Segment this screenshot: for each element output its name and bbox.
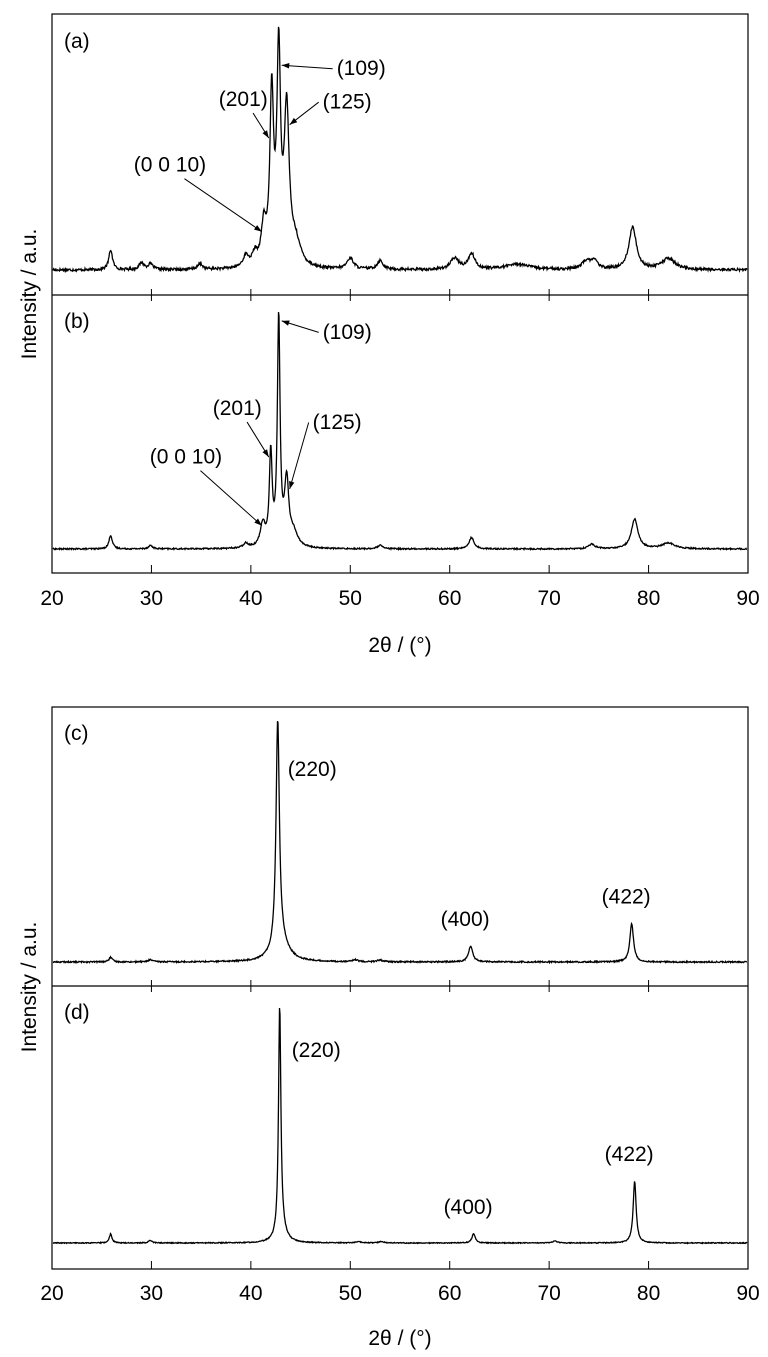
annotation-arrowhead [254, 518, 262, 526]
x-tick-label: 70 [537, 587, 560, 610]
panel-b-plot: (b) (109) (201) (125) (0 0 10) [52, 310, 748, 552]
x-tick-label: 30 [140, 1282, 163, 1305]
panel-label: (a) [64, 30, 90, 53]
top-figure: (a) (109) (201) (125) (0 0 10) (b) (109) (201)… [18, 13, 760, 657]
x-tick-label: 60 [438, 1282, 461, 1305]
peak-annotation: (400) [444, 1196, 493, 1219]
xrd-pattern-line [52, 1007, 748, 1245]
x-tick-label: 40 [239, 587, 262, 610]
xrd-pattern-line [52, 721, 748, 965]
peak-annotation: (125) [323, 91, 372, 114]
peak-annotation: (125) [313, 411, 362, 434]
panel-d-plot: (d) (220) (400) (422) [52, 1001, 748, 1245]
bottom-figure-frame [51, 706, 749, 1270]
bottom-figure: (c) (220) (400) (422) (d) (220) (400) (422) 20… [18, 706, 760, 1350]
annotation-arrow [184, 178, 263, 233]
annotation-arrow [200, 470, 263, 526]
x-tick-label: 90 [736, 1282, 759, 1305]
peak-annotation: (422) [602, 885, 651, 908]
annotation-arrowhead [281, 62, 290, 69]
top-figure-frame [51, 13, 749, 574]
annotation-arrowhead [289, 481, 295, 490]
panel-label: (d) [64, 1001, 90, 1024]
peak-annotation: (201) [213, 397, 262, 420]
xrd-pattern-line [52, 312, 748, 552]
peak-annotation: (0 0 10) [134, 154, 206, 177]
panel-label: (b) [64, 310, 90, 333]
peak-annotation: (109) [337, 57, 386, 80]
peak-annotation: (422) [605, 1143, 654, 1166]
x-tick-label: 60 [438, 587, 461, 610]
annotation-arrowhead [289, 117, 298, 125]
annotation-arrow [281, 64, 333, 70]
bottom-panels-ylabel: Intensity / a.u. [18, 922, 41, 1053]
x-tick-label: 30 [140, 587, 163, 610]
x-tick-label: 40 [239, 1282, 262, 1305]
annotation-arrowhead [254, 225, 262, 232]
panel-label: (c) [64, 722, 89, 745]
peak-annotation: (109) [323, 321, 372, 344]
x-tick-label: 20 [40, 587, 63, 610]
x-tick-label: 70 [537, 1282, 560, 1305]
peak-annotation: (0 0 10) [150, 446, 222, 469]
top-panels-ylabel: Intensity / a.u. [18, 229, 41, 360]
annotation-arrowhead [281, 320, 290, 326]
x-tick-label: 80 [637, 1282, 660, 1305]
x-tick-label: 50 [339, 587, 362, 610]
peak-annotation: (400) [441, 908, 490, 931]
panel-c-plot: (c) (220) (400) (422) [52, 721, 748, 965]
annotation-arrowhead [262, 449, 269, 458]
peak-annotation: (220) [288, 758, 337, 781]
x-tick-label: 20 [40, 1282, 63, 1305]
xrd-pattern-line [52, 26, 748, 274]
peak-annotation: (201) [219, 88, 268, 111]
x-tick-label: 80 [637, 587, 660, 610]
top-panels-xlabel: 2θ / (°) [368, 634, 431, 657]
bottom-x-axis: 20 30 40 50 60 70 80 90 [40, 980, 760, 1305]
annotation-arrowhead [262, 130, 269, 139]
peak-annotation: (220) [292, 1039, 341, 1062]
x-tick-label: 50 [339, 1282, 362, 1305]
annotation-arrow [289, 422, 310, 490]
top-x-axis: 20 30 40 50 60 70 80 90 [40, 289, 760, 610]
bottom-panels-xlabel: 2θ / (°) [368, 1327, 431, 1350]
panel-a-plot: (a) (109) (201) (125) (0 0 10) [52, 26, 748, 274]
x-tick-label: 90 [736, 587, 759, 610]
